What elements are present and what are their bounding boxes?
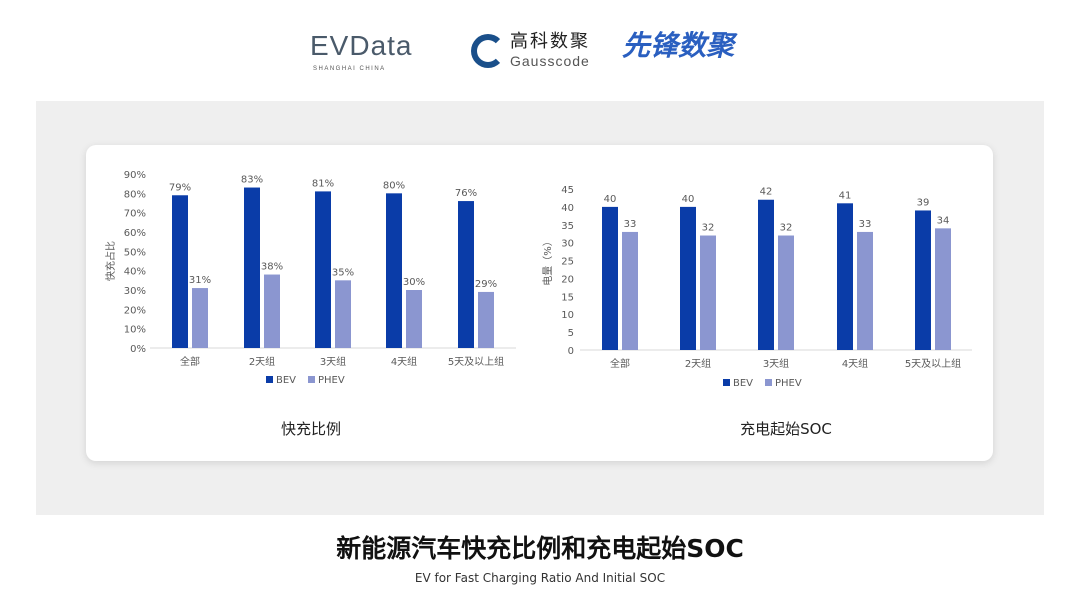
bar-phev xyxy=(935,228,951,350)
y-tick-label: 50% xyxy=(124,247,146,258)
data-label: 29% xyxy=(475,279,497,290)
x-tick-label: 4天组 xyxy=(842,357,868,370)
data-label: 81% xyxy=(312,178,334,189)
y-tick-label: 20 xyxy=(561,274,574,285)
y-tick-label: 10 xyxy=(561,310,574,321)
gausscode-en: Gausscode xyxy=(510,53,590,69)
gausscode-cn: 高科数聚 xyxy=(510,31,590,51)
x-tick-label: 4天组 xyxy=(391,355,417,368)
bar-bev xyxy=(915,210,931,350)
chart-card: 0% 10% 20% 30% 40% 50% 60% 70% 80% 90% 快充占比全部 79% 31… xyxy=(86,145,993,461)
data-label: 30% xyxy=(403,277,425,288)
bar-phev xyxy=(622,231,638,350)
data-label: 35% xyxy=(332,267,354,278)
data-label: 40 xyxy=(682,194,695,205)
bar-bev xyxy=(315,191,331,348)
data-label: 32 xyxy=(780,223,793,234)
bar-phev xyxy=(700,235,716,350)
legend-swatch-bev xyxy=(723,379,730,386)
gausscode-logo-icon xyxy=(471,34,505,68)
data-label: 33 xyxy=(624,219,637,230)
y-tick-label: 40% xyxy=(124,267,146,278)
y-tick-label: 10% xyxy=(124,325,146,336)
y-tick-label: 0% xyxy=(130,344,146,355)
y-tick-label: 80% xyxy=(124,189,146,200)
page-subtitle: EV for Fast Charging Ratio And Initial S… xyxy=(414,571,666,585)
x-tick-label: 5天及以上组 xyxy=(448,355,504,368)
bar-bev xyxy=(758,199,774,350)
bar-phev xyxy=(406,290,422,348)
data-label: 76% xyxy=(455,188,477,199)
bar-bev xyxy=(172,195,188,348)
y-axis-label: 快充占比 xyxy=(104,241,117,281)
data-label: 32 xyxy=(702,223,715,234)
y-tick-label: 90% xyxy=(124,170,146,181)
legend-label: BEV xyxy=(733,378,753,389)
legend-swatch-phev xyxy=(308,376,315,383)
x-tick-label: 5天及以上组 xyxy=(905,357,961,370)
bar-phev xyxy=(264,274,280,348)
bar-phev xyxy=(192,288,208,348)
bar-phev xyxy=(857,231,873,350)
x-tick-label: 全部 xyxy=(180,355,200,368)
chart-title: 充电起始SOC xyxy=(740,420,832,438)
y-tick-label: 25 xyxy=(561,257,574,268)
y-axis-label: 电量（%） xyxy=(541,236,554,286)
logos: EVData SHANGHAI CHINA 高科数聚 Gausscode 先锋数… xyxy=(0,24,1080,74)
legend-label: PHEV xyxy=(775,378,802,389)
evdata-logo: EVData xyxy=(310,30,413,61)
legend-swatch-bev xyxy=(266,376,273,383)
bar-phev xyxy=(478,291,494,348)
legend-swatch-phev xyxy=(765,379,772,386)
legend-label: BEV xyxy=(276,375,296,386)
xianfeng-logo: 先锋数聚 xyxy=(622,30,735,61)
x-tick-label: 3天组 xyxy=(320,355,346,368)
y-tick-label: 70% xyxy=(124,209,146,220)
x-tick-label: 3天组 xyxy=(763,357,789,370)
y-tick-label: 45 xyxy=(561,185,574,196)
bar-bev xyxy=(244,187,260,348)
page-title: 新能源汽车快充比例和充电起始SOC xyxy=(336,534,744,563)
data-label: 39 xyxy=(917,197,930,208)
y-tick-label: 30% xyxy=(124,286,146,297)
bar-bev xyxy=(837,203,853,350)
bar-bev xyxy=(386,193,402,348)
y-tick-label: 20% xyxy=(124,305,146,316)
y-tick-label: 15 xyxy=(561,292,574,303)
legend-label: PHEV xyxy=(318,375,345,386)
data-label: 41 xyxy=(839,190,852,201)
data-label: 33 xyxy=(859,219,872,230)
bar-bev xyxy=(602,206,618,350)
bar-bev xyxy=(458,201,474,348)
data-label: 80% xyxy=(383,180,405,191)
data-label: 83% xyxy=(241,175,263,186)
y-tick-label: 0 xyxy=(568,346,574,357)
y-tick-label: 60% xyxy=(124,228,146,239)
y-tick-label: 40 xyxy=(561,203,574,214)
data-label: 42 xyxy=(760,187,773,198)
bar-bev xyxy=(680,206,696,350)
x-tick-label: 2天组 xyxy=(249,355,275,368)
x-tick-label: 2天组 xyxy=(685,357,711,370)
data-label: 34 xyxy=(937,215,950,226)
x-tick-label: 全部 xyxy=(610,357,630,370)
data-label: 31% xyxy=(189,275,211,286)
y-tick-label: 35 xyxy=(561,221,574,232)
y-tick-label: 5 xyxy=(568,328,574,339)
bar-phev xyxy=(778,235,794,350)
data-label: 38% xyxy=(261,262,283,273)
data-label: 40 xyxy=(604,194,617,205)
y-tick-label: 30 xyxy=(561,239,574,250)
data-label: 79% xyxy=(169,182,191,193)
bar-phev xyxy=(335,280,351,348)
chart-title: 快充比例 xyxy=(281,420,341,438)
evdata-sub: SHANGHAI CHINA xyxy=(313,66,386,72)
